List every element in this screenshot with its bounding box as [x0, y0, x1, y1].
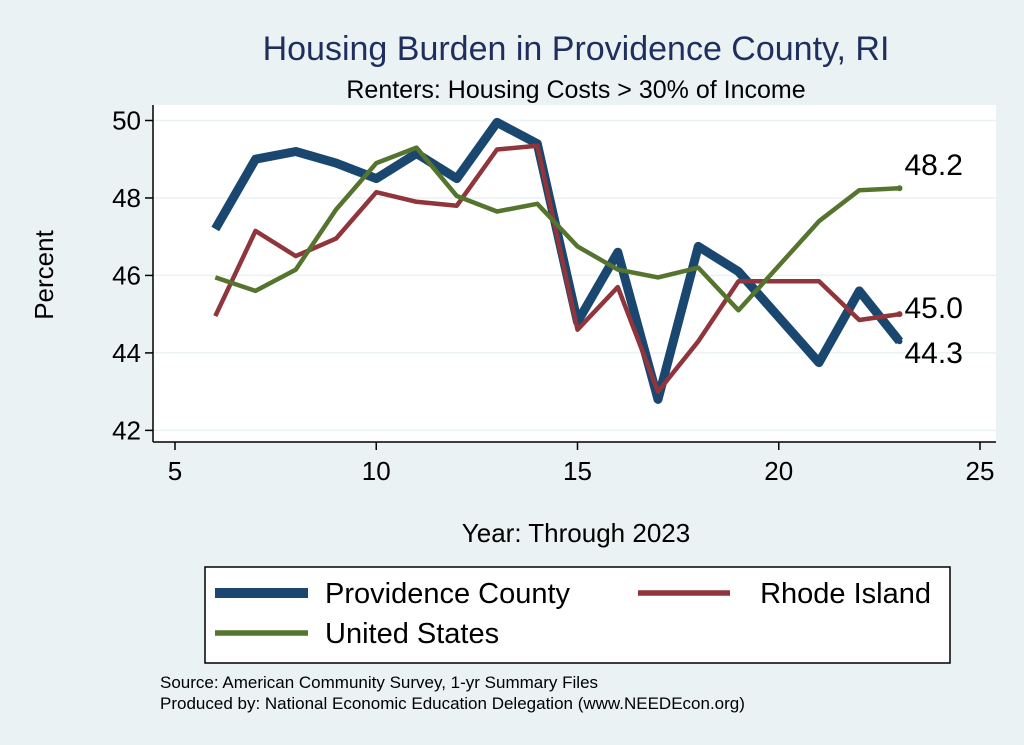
x-tick-label: 15: [563, 456, 592, 486]
x-tick-label: 10: [362, 456, 391, 486]
y-tick-label: 42: [112, 415, 141, 445]
x-tick-label: 25: [966, 456, 995, 486]
end-point-united-states: [896, 185, 903, 192]
chart-subtitle: Renters: Housing Costs > 30% of Income: [346, 76, 805, 104]
y-axis-ticks: 42 44 46 48 50: [112, 105, 153, 445]
series-layer: [211, 117, 904, 404]
legend-label-rhode-island: Rhode Island: [760, 578, 931, 610]
end-labels: 44.3 45.0 48.2: [905, 149, 963, 370]
legend: Providence County Rhode Island United Stat…: [215, 578, 931, 650]
y-tick-label: 50: [112, 105, 141, 135]
end-label-providence-county: 44.3: [905, 337, 963, 370]
end-label-united-states: 48.2: [905, 149, 963, 182]
source-note: Source: American Community Survey, 1-yr …: [160, 673, 598, 692]
y-axis-title: Percent: [29, 229, 59, 319]
x-axis-ticks: 5 10 15 20 25: [168, 442, 995, 486]
y-tick-label: 48: [112, 183, 141, 213]
series-line-united-states: [214, 145, 900, 313]
legend-label-united-states: United States: [325, 618, 499, 650]
x-axis-title: Year: Through 2023: [462, 518, 690, 548]
plot-area: [153, 105, 996, 442]
end-point-providence-county: [896, 338, 903, 345]
x-tick-label: 20: [764, 456, 793, 486]
grid-lines: [153, 119, 996, 432]
y-tick-label: 46: [112, 260, 141, 290]
end-point-rhode-island: [896, 311, 903, 318]
chart-title: Housing Burden in Providence County, RI: [263, 30, 890, 68]
x-tick-label: 5: [168, 456, 182, 486]
producer-note: Produced by: National Economic Education…: [160, 694, 745, 713]
legend-box: [204, 566, 951, 664]
legend-label-providence-county: Providence County: [325, 578, 571, 610]
y-tick-label: 44: [112, 338, 141, 368]
end-label-rhode-island: 45.0: [905, 292, 963, 325]
